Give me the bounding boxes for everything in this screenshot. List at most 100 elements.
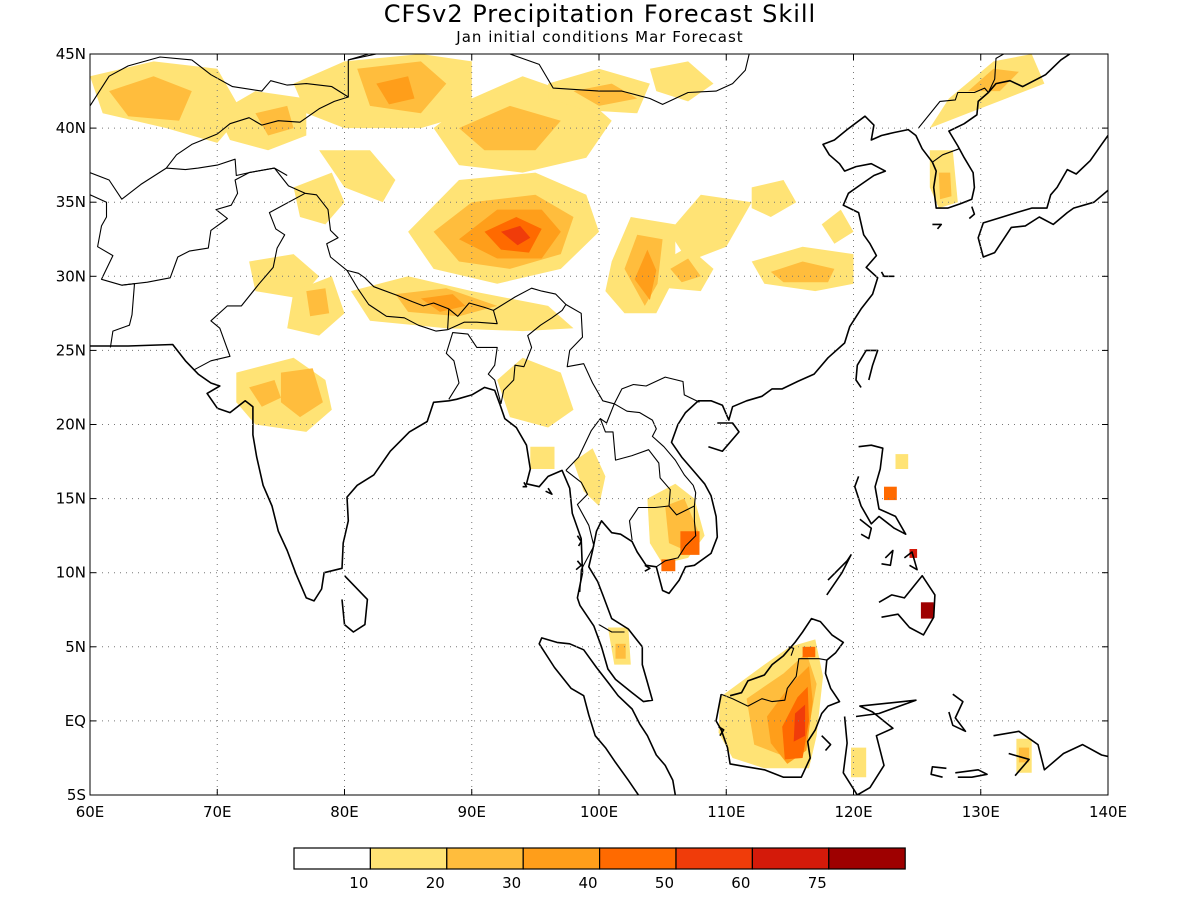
skill-region-47 xyxy=(680,531,700,555)
border-17 xyxy=(668,505,695,516)
coastline-19 xyxy=(644,564,651,572)
skill-region-12 xyxy=(319,150,396,203)
coastline-12 xyxy=(968,206,976,220)
lat-tick-label: 15N xyxy=(56,490,86,508)
skill-region-43 xyxy=(530,446,555,469)
border-22 xyxy=(917,87,989,129)
skill-region-31 xyxy=(634,249,657,300)
legend-swatch-0 xyxy=(293,847,372,870)
border-11 xyxy=(493,287,567,404)
skill-region-10 xyxy=(573,83,638,106)
chart-title: CFSv2 Precipitation Forecast Skill xyxy=(383,0,817,28)
lon-tick-label: 60E xyxy=(76,803,105,821)
lat-tick-label: EQ xyxy=(65,712,86,730)
coastline-2 xyxy=(715,617,845,779)
skill-region-44 xyxy=(573,448,606,506)
legend-swatch-3 xyxy=(522,847,601,870)
lat-tick-label: 5N xyxy=(65,638,86,656)
border-20 xyxy=(788,646,795,656)
coastline-22 xyxy=(930,765,947,778)
coastline-24 xyxy=(903,551,918,571)
lon-tick-label: 70E xyxy=(203,803,232,821)
border-18 xyxy=(598,624,625,633)
border-6 xyxy=(274,167,449,310)
coastline-20 xyxy=(821,735,832,752)
coastline-16 xyxy=(522,481,528,488)
coastline-26 xyxy=(826,554,852,596)
skill-region-34 xyxy=(670,258,701,283)
skill-region-42 xyxy=(938,172,952,200)
border-13 xyxy=(599,403,615,424)
skill-region-6 xyxy=(376,76,415,105)
skill-region-50 xyxy=(615,643,626,659)
lon-tick-layer: 60E 70E 80E 90E 100E 110E 120E 130E 140E xyxy=(76,54,1127,821)
coastline-8 xyxy=(842,699,917,795)
lat-tick-label: 10N xyxy=(56,564,86,582)
skill-region-37 xyxy=(751,180,797,217)
legend-swatch-5 xyxy=(675,847,754,870)
border-12 xyxy=(565,304,700,405)
border-10 xyxy=(445,332,502,404)
border-14 xyxy=(565,469,595,593)
legend-label: 30 xyxy=(502,874,521,892)
lon-tick-label: 120E xyxy=(834,803,872,821)
coastline-23 xyxy=(948,693,967,733)
lat-tick-label: 45N xyxy=(56,45,86,63)
coastline-layer xyxy=(90,54,1108,795)
coastline-28 xyxy=(718,726,725,737)
skill-region-58 xyxy=(895,454,909,469)
lat-tick-label: 40N xyxy=(56,119,86,137)
country-border-layer xyxy=(90,54,1108,758)
skill-region-60 xyxy=(909,549,918,558)
coastline-13 xyxy=(932,223,943,230)
lat-tick-layer: 45N 40N 35N 30N 25N 20N 15N 10N 5N EQ 5S xyxy=(56,45,1108,804)
gridline-layer xyxy=(90,54,1108,795)
lat-tick-label: 5S xyxy=(67,786,86,804)
coastline-27 xyxy=(859,518,873,540)
border-0 xyxy=(90,56,192,107)
skill-region-17 xyxy=(501,225,531,246)
coastline-5 xyxy=(341,575,369,633)
coastline-3 xyxy=(855,349,879,388)
color-legend: 10 20 30 40 50 60 75 xyxy=(293,847,906,892)
legend-label: 60 xyxy=(731,874,750,892)
lat-tick-label: 35N xyxy=(56,193,86,211)
coastline-4 xyxy=(708,422,740,453)
lat-tick-label: 30N xyxy=(56,267,86,285)
coastline-0 xyxy=(90,54,1071,703)
border-26 xyxy=(348,54,370,61)
border-21 xyxy=(1107,756,1108,758)
lon-tick-label: 140E xyxy=(1089,803,1127,821)
border-8 xyxy=(346,270,448,332)
coastline-18 xyxy=(575,560,583,571)
skill-region-1 xyxy=(109,76,192,121)
lon-tick-label: 90E xyxy=(457,803,486,821)
coastline-7 xyxy=(878,574,936,636)
legend-label: 75 xyxy=(808,874,827,892)
skill-region-48 xyxy=(661,559,676,572)
skill-region-61 xyxy=(920,602,934,619)
legend-swatch-7 xyxy=(828,847,906,870)
legend-swatch-1 xyxy=(369,847,448,870)
border-3 xyxy=(165,96,349,169)
coastline-6 xyxy=(853,444,907,536)
coastline-14 xyxy=(880,271,895,278)
legend-swatch-6 xyxy=(751,847,830,870)
border-7 xyxy=(194,192,306,371)
lon-tick-label: 130E xyxy=(962,803,1000,821)
coastline-11 xyxy=(977,135,1108,258)
chart-subtitle: Jan initial conditions Mar Forecast xyxy=(456,28,744,46)
border-19 xyxy=(720,658,827,707)
border-9 xyxy=(447,302,498,331)
lon-tick-label: 80E xyxy=(330,803,359,821)
skill-region-55 xyxy=(793,704,806,742)
skill-region-57 xyxy=(851,747,867,778)
border-4 xyxy=(90,194,136,348)
coastline-10 xyxy=(1008,752,1030,777)
coastline-1 xyxy=(538,637,677,795)
skill-region-59 xyxy=(884,486,897,501)
skill-region-11 xyxy=(649,61,714,102)
border-2 xyxy=(191,54,377,98)
coastline-21 xyxy=(955,768,988,779)
